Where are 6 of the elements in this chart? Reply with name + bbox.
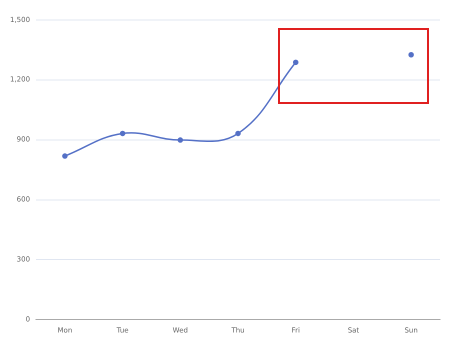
point — [120, 130, 126, 136]
point — [62, 153, 68, 159]
point — [178, 137, 184, 143]
point — [235, 130, 241, 136]
point — [408, 52, 414, 58]
point — [292, 60, 298, 66]
